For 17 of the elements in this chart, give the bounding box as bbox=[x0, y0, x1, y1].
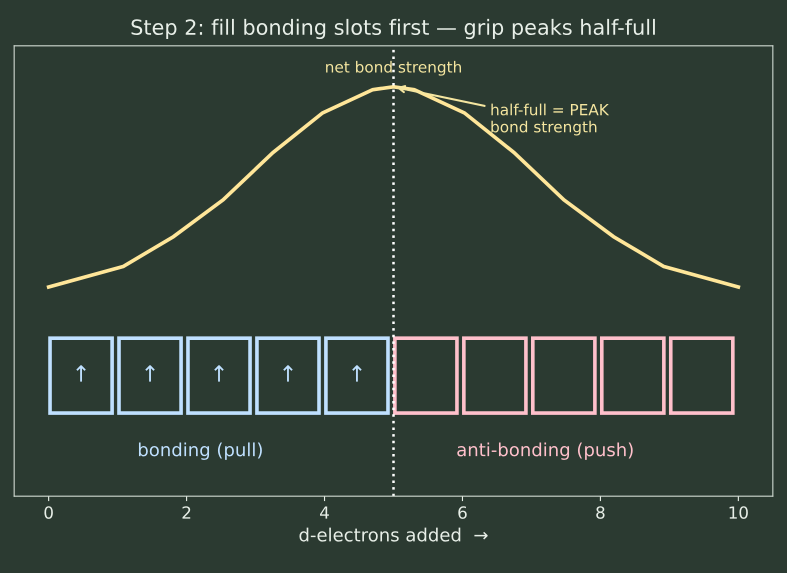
chart-title: Step 2: fill bonding slots first — grip peaks half-full bbox=[132, 18, 655, 40]
annotation: ↑ bbox=[145, 365, 155, 382]
x-tick-label: 0 bbox=[44, 506, 53, 519]
series-label: net bond strength bbox=[326, 60, 461, 76]
annotation: half-full = PEAK bond strength bbox=[491, 104, 610, 136]
x-tick-label: 2 bbox=[182, 506, 190, 519]
x-tick-label: 8 bbox=[596, 506, 605, 519]
x-tick-label: 10 bbox=[730, 506, 748, 519]
annotation: bonding (pull) bbox=[138, 442, 262, 460]
annotation: ↑ bbox=[283, 365, 293, 382]
x-tick-label: 6 bbox=[458, 506, 467, 519]
x-tick-label: 4 bbox=[320, 506, 329, 519]
annotation: ↑ bbox=[214, 365, 224, 382]
annotation: ↑ bbox=[352, 365, 362, 382]
x-axis-title: d-electrons added → bbox=[299, 528, 488, 542]
annotation: anti-bonding (push) bbox=[457, 442, 633, 460]
annotation: ↑ bbox=[76, 365, 86, 382]
